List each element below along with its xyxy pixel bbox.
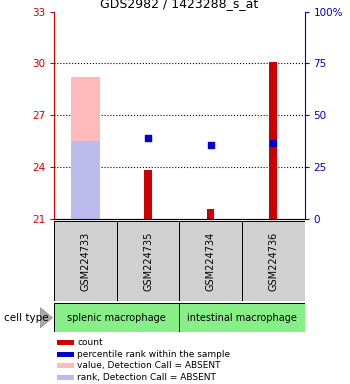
Text: GSM224735: GSM224735: [143, 232, 153, 291]
Bar: [270, 61, 277, 219]
Bar: [57, 375, 74, 380]
Text: rank, Detection Call = ABSENT: rank, Detection Call = ABSENT: [77, 373, 216, 382]
Bar: [207, 209, 215, 219]
Bar: [54, 221, 117, 301]
Text: count: count: [77, 338, 103, 347]
Text: intestinal macrophage: intestinal macrophage: [187, 313, 297, 323]
Polygon shape: [40, 308, 52, 328]
Bar: [71, 141, 100, 219]
Point: [208, 141, 213, 147]
Bar: [144, 170, 152, 219]
Bar: [242, 221, 304, 301]
Bar: [54, 303, 179, 332]
Text: value, Detection Call = ABSENT: value, Detection Call = ABSENT: [77, 361, 221, 370]
Text: GSM224733: GSM224733: [80, 232, 91, 291]
Text: percentile rank within the sample: percentile rank within the sample: [77, 350, 230, 359]
Bar: [117, 221, 179, 301]
Bar: [179, 221, 242, 301]
Bar: [179, 303, 304, 332]
Text: GSM224736: GSM224736: [268, 232, 278, 291]
Title: GDS2982 / 1423288_s_at: GDS2982 / 1423288_s_at: [100, 0, 259, 10]
Bar: [57, 340, 74, 345]
Text: splenic macrophage: splenic macrophage: [68, 313, 166, 323]
Point: [271, 140, 276, 146]
Point: [145, 135, 151, 141]
Text: GSM224734: GSM224734: [206, 232, 216, 291]
Text: cell type: cell type: [4, 313, 48, 323]
Bar: [57, 352, 74, 357]
Bar: [71, 77, 100, 219]
Bar: [57, 363, 74, 368]
